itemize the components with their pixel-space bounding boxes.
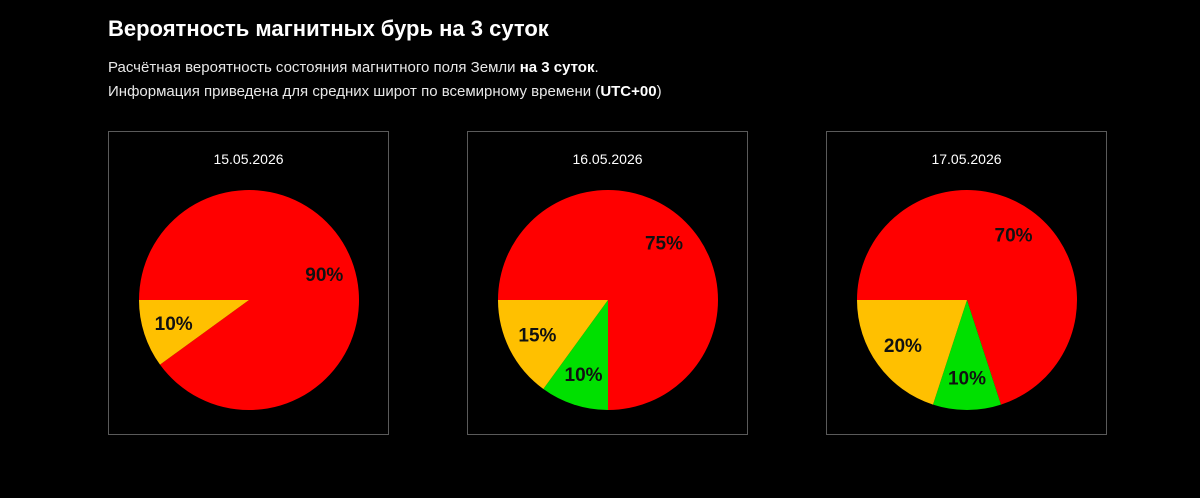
chart-panel-day-3: 17.05.2026 70% 10% 20% xyxy=(826,131,1107,435)
description-bold: UTC+00 xyxy=(600,83,657,100)
pie-slice-label: 10% xyxy=(155,314,193,335)
pie-chart-day-3: 70% 10% 20% xyxy=(857,190,1077,410)
page-title: Вероятность магнитных бурь на 3 суток xyxy=(108,16,549,41)
pie-slice-label: 90% xyxy=(305,265,343,286)
pie-slice-label: 15% xyxy=(518,325,556,346)
pie-slice-label: 10% xyxy=(565,365,603,386)
pie-slice-label: 70% xyxy=(995,225,1033,246)
description-text: Расчётная вероятность состояния магнитно… xyxy=(108,59,520,76)
chart-panel-day-1: 15.05.2026 90% 10% xyxy=(108,131,389,435)
description-line-1: Расчётная вероятность состояния магнитно… xyxy=(108,56,662,80)
pie-slice-label: 10% xyxy=(948,369,986,390)
description-line-2: Информация приведена для средних широт п… xyxy=(108,80,662,104)
chart-date: 15.05.2026 xyxy=(213,151,284,167)
pie-slice-label: 75% xyxy=(645,233,683,254)
description-text: ) xyxy=(656,83,662,100)
pie-slice-label: 20% xyxy=(884,336,922,357)
pie-slice xyxy=(139,300,249,365)
pie-chart-day-2: 75% 10% 15% xyxy=(498,190,718,410)
pie-slice xyxy=(933,300,1001,410)
pie-slice xyxy=(498,300,608,389)
description-text: . xyxy=(594,59,599,76)
description-text: Информация приведена для средних широт п… xyxy=(108,83,601,100)
chart-panel-day-2: 16.05.2026 75% 10% 15% xyxy=(467,131,748,435)
pie-slice xyxy=(543,300,608,410)
pie-slice xyxy=(857,190,1077,405)
description-bold: на 3 суток xyxy=(519,59,595,76)
pie-slice xyxy=(857,300,967,405)
description: Расчётная вероятность состояния магнитно… xyxy=(108,56,662,104)
chart-date: 16.05.2026 xyxy=(572,151,643,167)
pie-chart-day-1: 90% 10% xyxy=(139,190,359,410)
chart-date: 17.05.2026 xyxy=(931,151,1002,167)
